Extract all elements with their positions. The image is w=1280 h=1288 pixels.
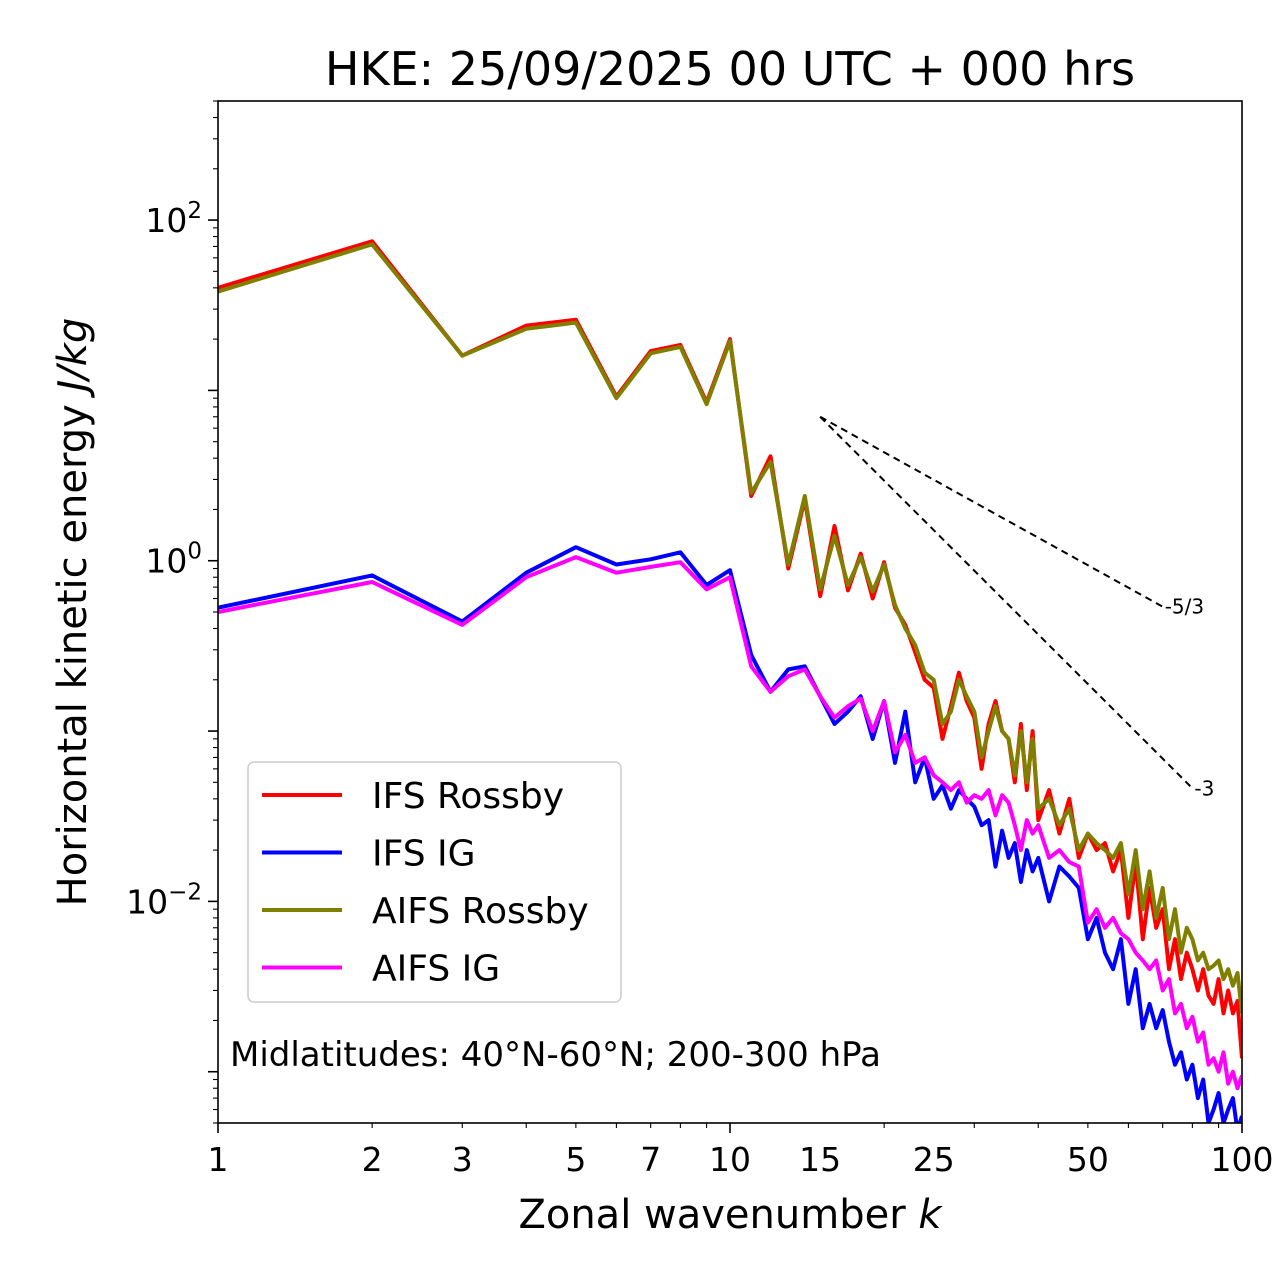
reference-slope-label: -5/3 [1165, 595, 1204, 619]
x-tick-label: 2 [362, 1140, 383, 1179]
x-tick-label: 3 [452, 1140, 473, 1179]
x-tick-label: 100 [1211, 1140, 1274, 1179]
y-axis-label: Horizontal kinetic energy J/kg [50, 318, 96, 907]
y-tick-label: 10−2 [126, 879, 202, 921]
series-line-aifs-ig [218, 555, 1242, 1091]
y-tick-label: 102 [145, 198, 202, 240]
legend: IFS Rossby IFS IG AIFS Rossby AIFS IG [247, 761, 622, 1003]
chart-title: HKE: 25/09/2025 00 UTC + 000 hrs [325, 42, 1135, 96]
x-tick-label: 10 [709, 1140, 751, 1179]
y-tick-label: 100 [145, 539, 202, 581]
x-tick-label: 7 [640, 1140, 661, 1179]
x-tick-label: 15 [799, 1140, 841, 1179]
legend-label: IFS IG [372, 834, 476, 875]
x-tick-label: 25 [913, 1140, 955, 1179]
reference-slope-layer: -5/3 -3 [819, 415, 1214, 800]
x-axis-label: Zonal wavenumber k [518, 1192, 943, 1238]
series-line-aifs-rossby [218, 242, 1242, 1014]
axis-ticks [208, 100, 1243, 1133]
legend-box [247, 761, 622, 1003]
x-tick-label: 50 [1067, 1140, 1109, 1179]
legend-label: AIFS IG [372, 949, 500, 990]
reference-slope-label: -3 [1194, 776, 1214, 800]
x-tick-labels: 1 2 3 5 7 10 15 25 50 100 [208, 1140, 1274, 1179]
series-layer [218, 239, 1242, 1123]
series-line-ifs-ig [218, 545, 1242, 1123]
plot-frame [217, 100, 1243, 1124]
legend-label: AIFS Rossby [372, 891, 589, 932]
reference-slope-line [819, 416, 1194, 789]
y-tick-labels: 102 100 10−2 [126, 198, 202, 921]
legend-items: IFS Rossby IFS IG AIFS Rossby AIFS IG [262, 776, 589, 990]
x-tick-label: 1 [208, 1140, 229, 1179]
reference-slope-line [819, 415, 1164, 608]
legend-label: IFS Rossby [372, 776, 564, 817]
region-annotation: Midlatitudes: 40°N-60°N; 200-300 hPa [230, 1035, 881, 1075]
x-tick-label: 5 [565, 1140, 586, 1179]
